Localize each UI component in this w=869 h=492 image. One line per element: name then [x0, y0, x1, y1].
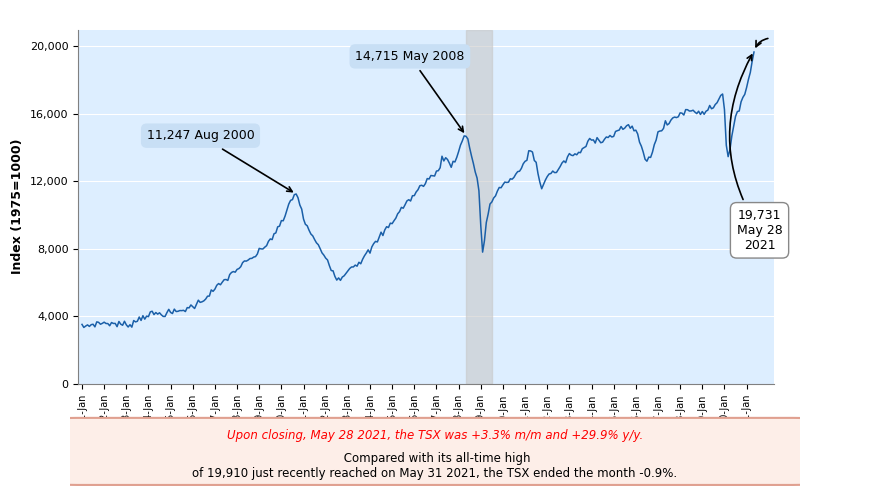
Text: 14,715 May 2008: 14,715 May 2008 — [355, 50, 464, 132]
FancyBboxPatch shape — [63, 418, 806, 485]
Text: Compared with its all-time high
of 19,910 just recently reached on May 31 2021, : Compared with its all-time high of 19,91… — [192, 452, 677, 480]
Text: 11,247 Aug 2000: 11,247 Aug 2000 — [147, 129, 292, 191]
Bar — [466, 30, 491, 384]
Text: Upon closing, May 28 2021, the TSX was +3.3% m/m and +29.9% y/y.: Upon closing, May 28 2021, the TSX was +… — [227, 429, 642, 442]
Text: 19,731
May 28
2021: 19,731 May 28 2021 — [729, 55, 781, 252]
Y-axis label: Index (1975=1000): Index (1975=1000) — [11, 139, 24, 275]
X-axis label: Year and month: Year and month — [364, 474, 488, 488]
